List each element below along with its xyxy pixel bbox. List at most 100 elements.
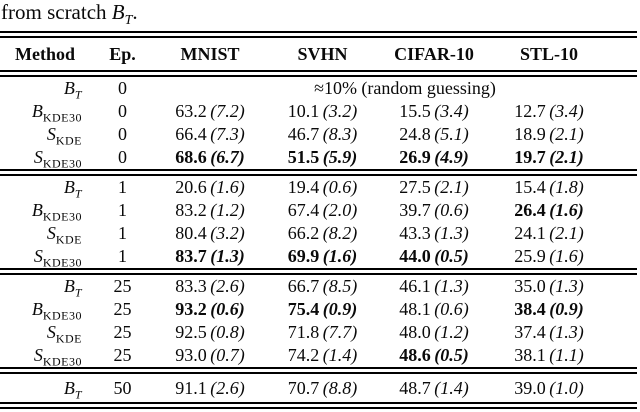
metric-cell: 70.7 (8.8) — [287, 377, 358, 398]
metric-cell: 19.4 (0.6) — [287, 177, 358, 197]
col-header-method: Method — [15, 43, 75, 64]
table-row: BT 25 83.3 (2.6) 66.7 (8.5) 46.1 (1.3) 35.0 (… — [0, 275, 637, 300]
metric-cell: 83.2 (1.2) — [175, 200, 245, 220]
col-header-stl10: STL-10 — [519, 43, 579, 64]
method-cell: BT — [63, 276, 82, 300]
caption-text: from scratch — [1, 0, 112, 24]
filler-cell — [610, 100, 637, 123]
metric-cell: 10.1 (3.2) — [287, 101, 358, 121]
filler-cell — [610, 199, 637, 222]
metric-cell: 66.4 (7.3) — [175, 124, 245, 144]
method-cell: BKDE30 — [31, 200, 82, 224]
method-cell: SKDE — [46, 124, 82, 148]
table-header-row: Method Ep. MNIST SVHN CIFAR-10 STL-10 — [0, 38, 637, 70]
table-row: SKDE30 1 83.7 (1.3) 69.9 (1.6) 44.0 (0.5) 25.… — [0, 245, 637, 269]
col-header-cifar10: CIFAR-10 — [394, 43, 474, 64]
table-row: SKDE 1 80.4 (3.2) 66.2 (8.2) 43.3 (1.3) 24.1 … — [0, 222, 637, 247]
table-block-rule — [0, 268, 637, 275]
col-header-mnist: MNIST — [180, 43, 240, 64]
filler-cell — [610, 77, 637, 100]
table-row: BT 0 ≈10% (random guessing) — [0, 77, 637, 102]
epoch-cell: 25 — [113, 299, 132, 319]
metric-cell: 83.3 (2.6) — [175, 276, 245, 296]
metric-cell: 26.4 (1.6) — [514, 200, 584, 220]
metric-cell: 92.5 (0.8) — [175, 322, 245, 342]
metric-cell: 69.9 (1.6) — [287, 246, 358, 266]
filler-cell — [610, 38, 637, 70]
metric-cell: 37.4 (1.3) — [514, 322, 584, 342]
filler-cell — [610, 344, 637, 367]
metric-cell: 20.6 (1.6) — [175, 177, 245, 197]
double-rule — [0, 402, 637, 409]
double-rule — [0, 268, 637, 275]
table-block-rule — [0, 402, 637, 409]
epoch-cell: 25 — [113, 276, 132, 296]
table-row: SKDE 25 92.5 (0.8) 71.8 (7.7) 48.0 (1.2) 37.4… — [0, 321, 637, 346]
filler-cell — [610, 298, 637, 321]
metric-cell: 93.0 (0.7) — [175, 345, 245, 365]
metric-cell: 80.4 (3.2) — [175, 223, 245, 243]
epoch-cell: 50 — [113, 377, 132, 398]
table-row: SKDE30 0 68.6 (6.7) 51.5 (5.9) 26.9 (4.9) 19.… — [0, 146, 637, 171]
metric-cell: 83.7 (1.3) — [175, 246, 245, 266]
epoch-cell: 0 — [118, 78, 127, 98]
metric-cell: 12.7 (3.4) — [514, 101, 584, 121]
metric-cell: 91.1 (2.6) — [175, 377, 245, 398]
results-table: Method Ep. MNIST SVHN CIFAR-10 STL-10 BT… — [0, 31, 637, 409]
method-cell: BKDE30 — [31, 299, 82, 323]
method-cell: SKDE — [46, 322, 82, 346]
metric-cell: 66.2 (8.2) — [287, 223, 358, 243]
table-row: SKDE30 25 93.0 (0.7) 74.2 (1.4) 48.6 (0.5) 38… — [0, 344, 637, 368]
filler-cell — [610, 245, 637, 268]
metric-cell: 66.7 (8.5) — [287, 276, 358, 296]
metric-cell: 19.7 (2.1) — [514, 147, 584, 167]
metric-cell: 93.2 (0.6) — [175, 299, 245, 319]
epoch-cell: 1 — [118, 177, 127, 197]
metric-cell: 38.1 (1.1) — [514, 345, 584, 365]
filler-cell — [610, 321, 637, 344]
metric-cell: 68.6 (6.7) — [175, 147, 245, 167]
metric-cell: 25.9 (1.6) — [514, 246, 584, 266]
caption-math-symbol: BT — [111, 0, 133, 29]
table-row: BKDE30 1 83.2 (1.2) 67.4 (2.0) 39.7 (0.6) 26.… — [0, 199, 637, 224]
epoch-cell: 1 — [118, 200, 127, 220]
metric-cell: 48.0 (1.2) — [399, 322, 469, 342]
method-cell: BT — [63, 177, 82, 201]
filler-cell — [610, 275, 637, 298]
metric-cell: 35.0 (1.3) — [514, 276, 584, 296]
metric-cell: 43.3 (1.3) — [399, 223, 469, 243]
table-row: BKDE30 0 63.2 (7.2) 10.1 (3.2) 15.5 (3.4) 12.… — [0, 100, 637, 124]
double-rule — [0, 31, 637, 38]
method-cell: BT — [63, 78, 82, 102]
method-cell: BT — [63, 377, 82, 402]
metric-cell: 24.8 (5.1) — [399, 124, 469, 144]
caption-period: . — [132, 0, 138, 24]
table-row: BT 1 20.6 (1.6) 19.4 (0.6) 27.5 (2.1) 15.4 (1… — [0, 176, 637, 201]
metric-cell: 71.8 (7.7) — [287, 322, 358, 342]
filler-cell — [610, 222, 637, 245]
method-cell: SKDE30 — [33, 147, 82, 171]
double-rule — [0, 70, 637, 77]
metric-cell: 44.0 (0.5) — [399, 246, 469, 266]
table-header-rule — [0, 70, 637, 77]
metric-cell: 15.5 (3.4) — [399, 101, 469, 121]
metric-cell: 67.4 (2.0) — [287, 200, 358, 220]
metric-cell: 48.1 (0.6) — [399, 299, 469, 319]
metric-cell: 39.7 (0.6) — [399, 200, 469, 220]
filler-cell — [610, 374, 637, 402]
col-header-svhn: SVHN — [297, 43, 348, 64]
epoch-cell: 25 — [113, 322, 132, 342]
epoch-cell: 0 — [118, 147, 127, 167]
epoch-cell: 25 — [113, 345, 132, 365]
table-row: SKDE 0 66.4 (7.3) 46.7 (8.3) 24.8 (5.1) 18.9 … — [0, 123, 637, 148]
metric-cell: 15.4 (1.8) — [514, 177, 584, 197]
filler-cell — [610, 146, 637, 169]
caption: from scratch BT. — [0, 0, 640, 29]
method-cell: SKDE — [46, 223, 82, 247]
col-header-ep: Ep. — [109, 43, 136, 64]
table-top-rule — [0, 31, 637, 38]
double-rule — [0, 367, 637, 374]
filler-cell — [610, 176, 637, 199]
epoch-cell: 0 — [118, 124, 127, 144]
